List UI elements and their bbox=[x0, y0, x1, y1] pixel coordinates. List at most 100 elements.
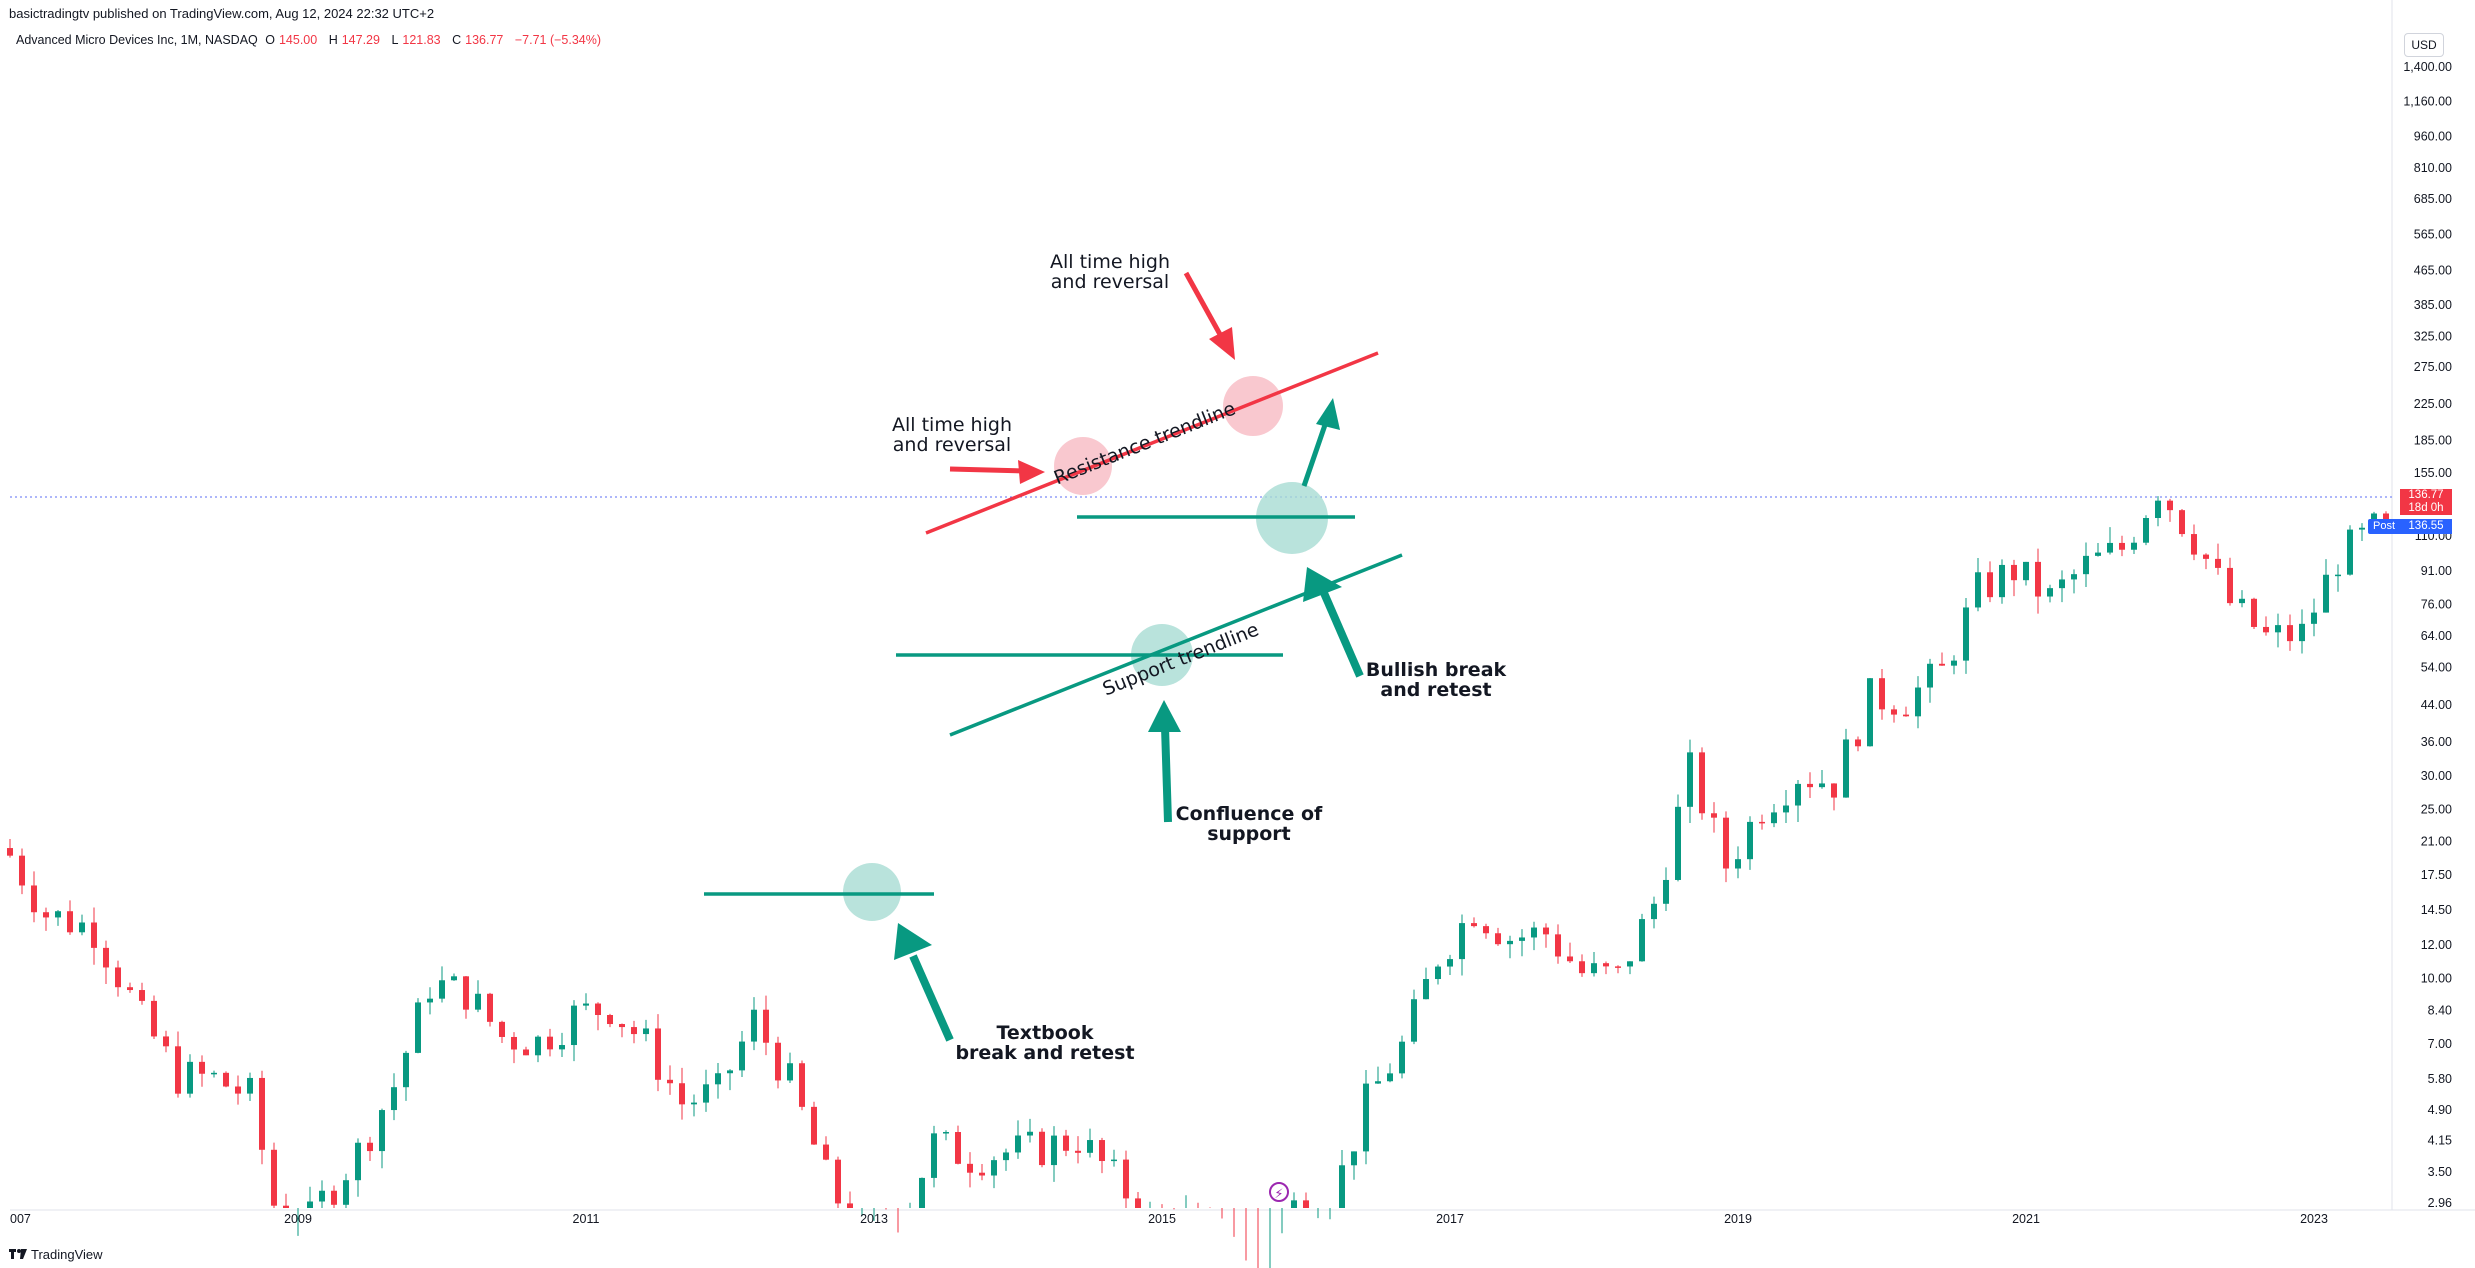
candle-up bbox=[1087, 1140, 1093, 1153]
time-tick-label: 2023 bbox=[2300, 1212, 2328, 1226]
candle-down bbox=[67, 911, 73, 933]
candle-down bbox=[775, 1042, 781, 1081]
time-tick-label: 2021 bbox=[2012, 1212, 2040, 1226]
candle-up bbox=[583, 1003, 589, 1006]
candle-down bbox=[2119, 542, 2125, 550]
candle-down bbox=[1471, 923, 1477, 927]
anno-ath2021-line1: All time high bbox=[892, 414, 1012, 436]
footer: TradingView bbox=[9, 1247, 103, 1262]
price-tick-label: 4.15 bbox=[2428, 1134, 2452, 1148]
price-tick-label: 76.00 bbox=[2421, 597, 2452, 611]
candle-down bbox=[31, 885, 37, 913]
candle-down bbox=[835, 1159, 841, 1204]
green-arrow-up-right bbox=[1301, 398, 1340, 487]
low-value: 121.83 bbox=[402, 33, 441, 47]
candle-up bbox=[475, 993, 481, 1010]
candle-up bbox=[1975, 572, 1981, 608]
candle-up bbox=[1627, 961, 1633, 967]
candle-down bbox=[2263, 626, 2269, 633]
high-value: 147.29 bbox=[341, 33, 380, 47]
candle-up bbox=[739, 1041, 745, 1071]
candle-up bbox=[1027, 1131, 1033, 1136]
candle-up bbox=[343, 1180, 349, 1205]
candle-down bbox=[163, 1036, 169, 1047]
support-trendline[interactable] bbox=[949, 553, 1403, 737]
candle-down bbox=[1579, 961, 1585, 974]
change-value: −7.71 (−5.34%) bbox=[514, 33, 602, 47]
footer-brand[interactable]: TradingView bbox=[31, 1247, 103, 1262]
price-tick-label: 44.00 bbox=[2421, 698, 2452, 712]
candle-up bbox=[1519, 937, 1525, 941]
candle-down bbox=[2251, 598, 2257, 627]
candle-down bbox=[139, 990, 145, 1001]
price-tick-label: 2.96 bbox=[2428, 1196, 2452, 1210]
candle-down bbox=[175, 1046, 181, 1094]
candle-down bbox=[2383, 513, 2389, 525]
candle-down bbox=[1711, 813, 1717, 818]
candle-up bbox=[2311, 612, 2317, 624]
post-market-value: 136.55 bbox=[2400, 519, 2452, 534]
candle-up bbox=[379, 1110, 385, 1152]
candle-up bbox=[1387, 1073, 1393, 1082]
resistance-trendline[interactable] bbox=[925, 351, 1379, 535]
candle-up bbox=[403, 1052, 409, 1088]
candle-up bbox=[2131, 542, 2137, 550]
candle-up bbox=[211, 1072, 217, 1075]
candle-down bbox=[487, 993, 493, 1022]
candle-up bbox=[1687, 752, 1693, 807]
candle-up bbox=[1819, 783, 1825, 788]
candle-down bbox=[1807, 783, 1813, 788]
candle-up bbox=[1531, 927, 1537, 938]
anno-textbook-line1: Textbook bbox=[996, 1022, 1093, 1044]
green-arrow-confluence bbox=[1148, 700, 1181, 823]
time-tick-label: 2011 bbox=[573, 1212, 600, 1226]
price-tick-label: 225.00 bbox=[2414, 397, 2452, 411]
candle-up bbox=[571, 1005, 577, 1046]
anno-ath2024-line2: and reversal bbox=[1051, 271, 1169, 293]
candle-down bbox=[1699, 752, 1705, 814]
candle-up bbox=[1591, 963, 1597, 974]
price-tick-label: 5.80 bbox=[2428, 1072, 2452, 1086]
price-tick-label: 21.00 bbox=[2421, 835, 2452, 849]
currency-button[interactable]: USD bbox=[2404, 33, 2444, 57]
candle-up bbox=[1363, 1083, 1369, 1152]
annotation-ath-2021: All time high and reversal bbox=[892, 414, 1012, 456]
annotation-confluence: Confluence of support bbox=[1176, 803, 1323, 845]
candle-up bbox=[1507, 940, 1513, 945]
candle-down bbox=[7, 848, 13, 856]
candle-up bbox=[751, 1009, 757, 1042]
candle-down bbox=[595, 1003, 601, 1015]
candle-up bbox=[1675, 806, 1681, 880]
candle-up bbox=[2107, 542, 2113, 553]
candle-down bbox=[151, 1000, 157, 1037]
candle-up bbox=[1867, 678, 1873, 747]
candle-up bbox=[2155, 500, 2161, 519]
time-tick-label: 2015 bbox=[1148, 1212, 1176, 1226]
candle-up bbox=[187, 1061, 193, 1094]
candle-down bbox=[547, 1036, 553, 1050]
candle-up bbox=[2335, 574, 2341, 577]
candle-down bbox=[199, 1061, 205, 1074]
countdown-value: 18d 0h bbox=[2408, 502, 2444, 514]
candle-down bbox=[283, 1205, 289, 1208]
anno-confluence-line1: Confluence of bbox=[1176, 803, 1323, 825]
candle-down bbox=[1615, 966, 1621, 968]
time-tick-label: 007 bbox=[10, 1212, 31, 1226]
candle-down bbox=[19, 855, 25, 886]
lightning-icon[interactable]: ⚡ bbox=[1269, 1182, 1289, 1202]
candle-up bbox=[1795, 783, 1801, 806]
anno-ath2024-line1: All time high bbox=[1050, 251, 1170, 273]
candle-up bbox=[439, 980, 445, 999]
candle-up bbox=[919, 1177, 925, 1208]
price-tick-label: 155.00 bbox=[2414, 466, 2452, 480]
candle-down bbox=[799, 1063, 805, 1107]
ath-circle-2021 bbox=[1054, 437, 1112, 495]
candle-down bbox=[1567, 956, 1573, 962]
candle-up bbox=[1423, 979, 1429, 1000]
anno-bullish-line1: Bullish break bbox=[1366, 659, 1507, 681]
red-arrow-top bbox=[1183, 271, 1235, 360]
price-tick-label: 810.00 bbox=[2414, 161, 2452, 175]
symbol-name[interactable]: Advanced Micro Devices Inc, 1M, NASDAQ bbox=[16, 33, 258, 47]
